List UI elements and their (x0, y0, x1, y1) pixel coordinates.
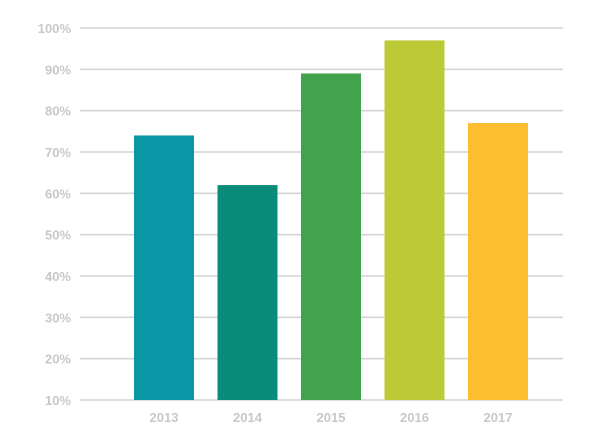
y-tick-label: 10% (45, 393, 71, 408)
y-tick-label: 40% (45, 269, 71, 284)
y-tick-label: 50% (45, 228, 71, 243)
x-tick-label: 2017 (484, 410, 513, 425)
y-tick-label: 30% (45, 310, 71, 325)
y-tick-label: 70% (45, 145, 71, 160)
bar-2013 (134, 135, 194, 400)
bar-2014 (217, 185, 278, 400)
x-axis-labels: 2013 2014 2015 2016 2017 (150, 410, 513, 425)
y-tick-label: 80% (45, 104, 71, 119)
bar-2015 (301, 73, 361, 400)
x-tick-label: 2013 (150, 410, 179, 425)
x-tick-label: 2014 (233, 410, 263, 425)
bar-2016 (384, 40, 445, 401)
bar-2017 (468, 123, 528, 401)
y-tick-label: 60% (45, 186, 71, 201)
x-tick-label: 2015 (317, 410, 346, 425)
y-axis-labels: 10% 20% 30% 40% 50% 60% 70% 80% 90% 100% (38, 21, 72, 408)
y-tick-label: 90% (45, 62, 71, 77)
bars (134, 40, 528, 401)
x-tick-label: 2016 (400, 410, 429, 425)
y-tick-label: 100% (38, 21, 72, 36)
y-tick-label: 20% (45, 352, 71, 367)
